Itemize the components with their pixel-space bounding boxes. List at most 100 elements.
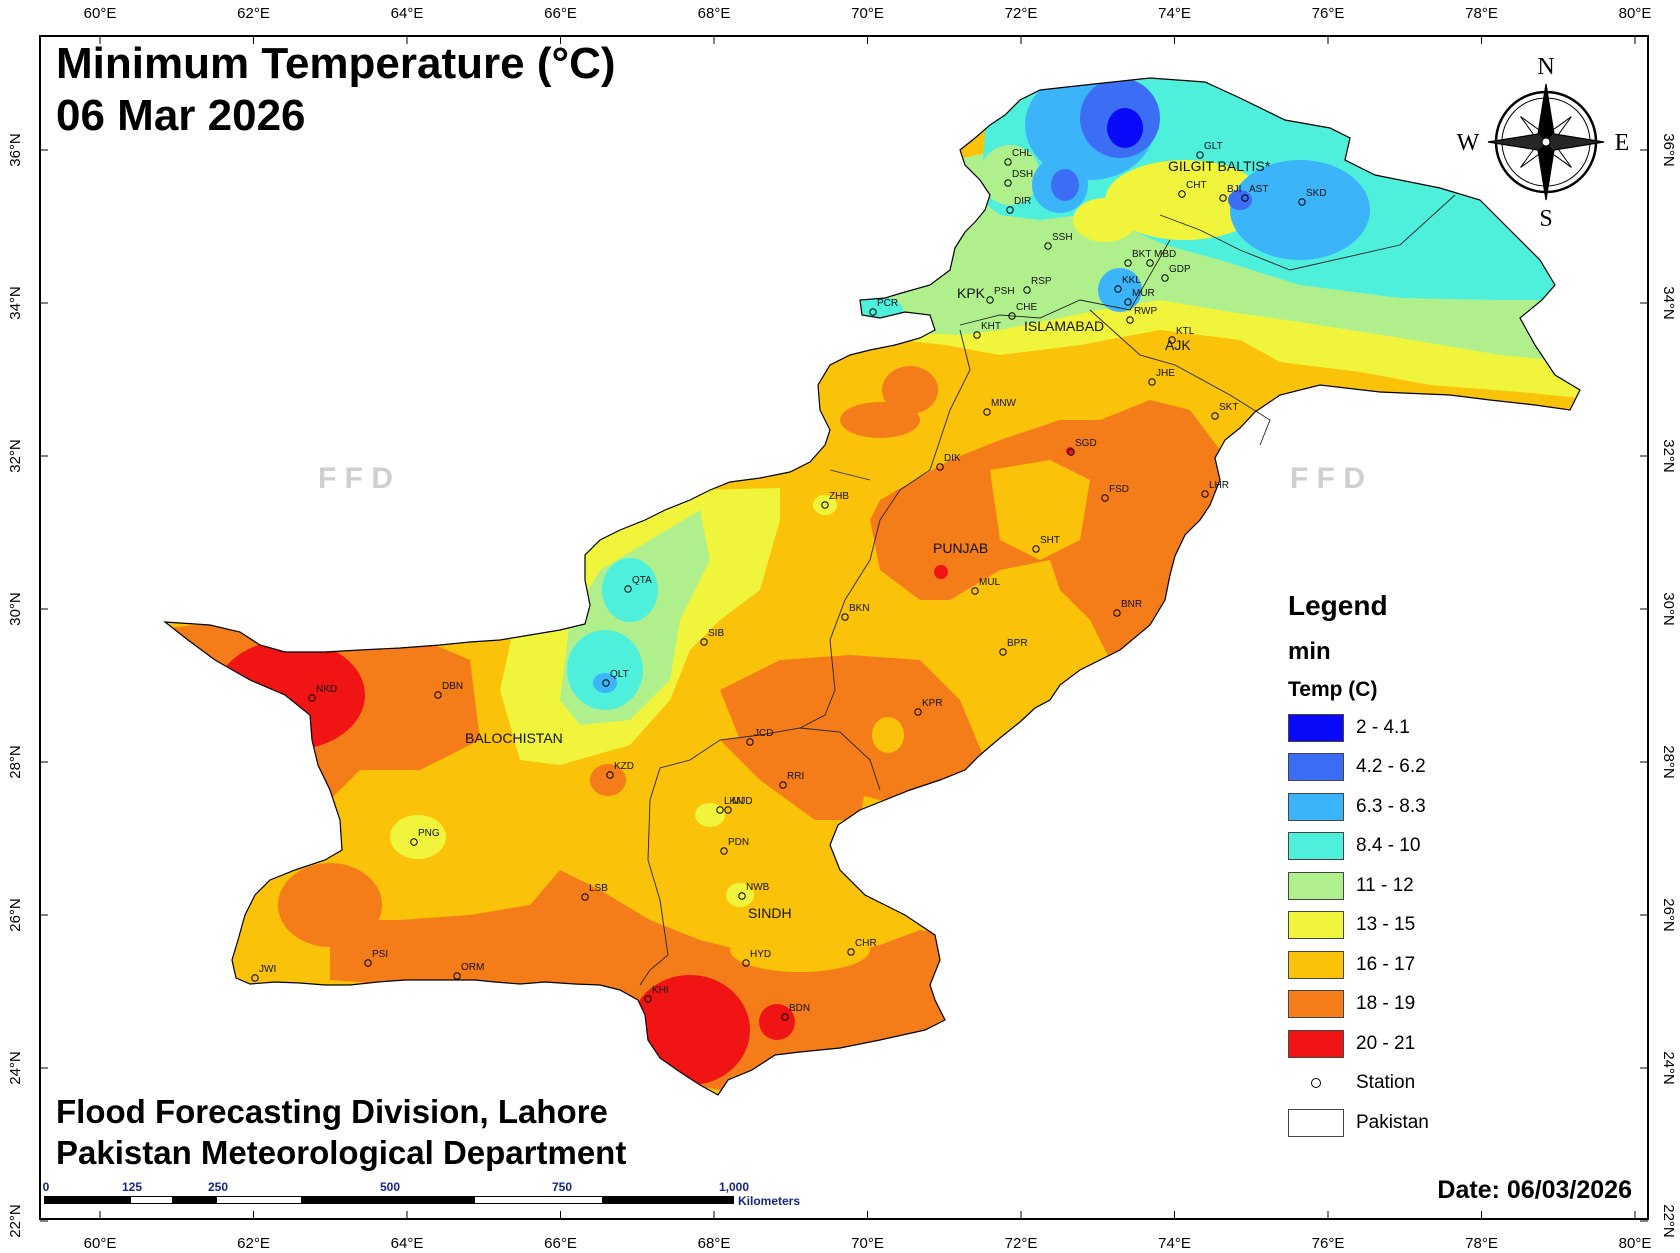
- station-label: RSP: [1031, 276, 1052, 287]
- legend-field: Temp (C): [1288, 678, 1378, 701]
- station-label: DIR: [1014, 196, 1031, 207]
- lon-label: 68°E: [698, 1235, 731, 1252]
- station-label: QLT: [610, 669, 629, 680]
- station-label: PSI: [372, 949, 388, 960]
- station-marker: [716, 806, 724, 814]
- zone-13-15-chitral: [980, 145, 1040, 205]
- zone-6-8-skardu: [1230, 160, 1370, 260]
- scale-tick: 500: [379, 1180, 401, 1194]
- zone-18-19-panjgur-west: [278, 863, 382, 947]
- station-marker: [999, 648, 1007, 656]
- scale-tick: 750: [551, 1180, 573, 1194]
- station-label: PDN: [728, 837, 749, 848]
- station-label: DIK: [944, 453, 961, 464]
- legend-station-label: Station: [1356, 1072, 1416, 1094]
- legend-class-label: 16 - 17: [1356, 953, 1416, 975]
- station-label: KHI: [652, 985, 669, 996]
- lat-label: 28°N: [1660, 745, 1677, 779]
- lon-label: 72°E: [1005, 1235, 1038, 1252]
- compass-s: S: [1539, 206, 1552, 232]
- legend-class-row: 4.2 - 6.2: [1288, 748, 1528, 788]
- station-label: LHR: [1209, 480, 1229, 491]
- station-label: BDN: [789, 1003, 810, 1014]
- station-label: BPR: [1007, 638, 1028, 649]
- legend-swatch: [1288, 753, 1344, 782]
- station-marker: [781, 1013, 789, 1021]
- scale-seg: [44, 1196, 130, 1204]
- station-label: NKD: [316, 684, 337, 695]
- station-label: MBD: [1154, 249, 1176, 260]
- zone-13-15-lkn: [695, 803, 725, 827]
- zone-20-21-bdn: [759, 1004, 795, 1040]
- station-label: PNG: [418, 828, 440, 839]
- zone-2-4-hunza: [1107, 108, 1143, 148]
- station-label: CHE: [1016, 302, 1037, 313]
- station-marker: [724, 806, 732, 814]
- station-marker: [973, 331, 981, 339]
- station-marker: [742, 959, 750, 967]
- compass-rose: N S E W: [1457, 54, 1630, 232]
- zone-20-21-sgd-spot: [1066, 447, 1074, 455]
- station-label: AST: [1249, 184, 1268, 195]
- legend-station-row: Station: [1288, 1064, 1528, 1104]
- station-label: MUL: [979, 577, 1001, 588]
- station-marker: [841, 613, 849, 621]
- lon-label: 76°E: [1312, 5, 1345, 22]
- station-marker: [1201, 490, 1209, 498]
- station-label: PCR: [877, 298, 898, 309]
- legend-swatch: [1288, 1029, 1344, 1058]
- lon-label: 62°E: [237, 1235, 270, 1252]
- region-label: AJK: [1165, 337, 1191, 353]
- legend-class-label: 2 - 4.1: [1356, 716, 1410, 738]
- zone-13-15-swat: [1073, 198, 1137, 242]
- zone-13-15-nwb: [726, 883, 754, 907]
- zone-18-19-sindh-south: [330, 870, 1000, 1090]
- zone-6-8-kalat: [593, 673, 617, 693]
- legend-swatch: [1288, 792, 1344, 821]
- station-label: SHT: [1040, 535, 1060, 546]
- scale-seg: [602, 1196, 734, 1204]
- province-boundaries: [639, 194, 1456, 986]
- scale-seg: [173, 1196, 216, 1204]
- legend-class-label: 20 - 21: [1356, 1032, 1416, 1054]
- station-label: ZHB: [829, 491, 849, 502]
- zone-4-6-dir: [1051, 169, 1079, 201]
- station-marker: [434, 691, 442, 699]
- legend-class-row: 6.3 - 8.3: [1288, 787, 1528, 827]
- legend-class-row: 2 - 4.1: [1288, 708, 1528, 748]
- station-label: RRI: [787, 771, 804, 782]
- lat-label: 32°N: [7, 439, 24, 473]
- station-marker: [1004, 158, 1012, 166]
- station-label: SKD: [1306, 188, 1327, 199]
- station-marker: [1178, 190, 1186, 198]
- zone-13-15-png: [390, 815, 446, 859]
- station-marker: [1124, 298, 1132, 306]
- station-marker: [847, 948, 855, 956]
- scale-unit: Kilometers: [738, 1194, 801, 1208]
- station-label: FSD: [1109, 484, 1129, 495]
- station-label: DSH: [1012, 169, 1033, 180]
- legend-subheading: min: [1288, 638, 1331, 665]
- station-label: CHL: [1012, 148, 1032, 159]
- station-label: BJI: [1227, 184, 1241, 195]
- station-label: MJD: [732, 796, 753, 807]
- legend-swatch: [1288, 950, 1344, 979]
- station-marker: [308, 694, 316, 702]
- lat-label: 22°N: [1660, 1204, 1677, 1238]
- station-marker: [624, 585, 632, 593]
- station-label: RWP: [1134, 306, 1157, 317]
- station-label: JCD: [754, 728, 773, 739]
- station-marker: [1004, 179, 1012, 187]
- station-label: SKT: [1219, 402, 1238, 413]
- station-marker: [1161, 274, 1169, 282]
- station-marker: [1044, 242, 1052, 250]
- lat-label: 24°N: [7, 1051, 24, 1085]
- zone-18-19-bhakkar: [882, 366, 938, 414]
- lat-label: 32°N: [1660, 439, 1677, 473]
- lon-label: 70°E: [851, 1235, 884, 1252]
- station-marker: [1126, 316, 1134, 324]
- station-marker: [1146, 259, 1154, 267]
- station-marker: [1006, 206, 1014, 214]
- lat-label: 34°N: [7, 286, 24, 320]
